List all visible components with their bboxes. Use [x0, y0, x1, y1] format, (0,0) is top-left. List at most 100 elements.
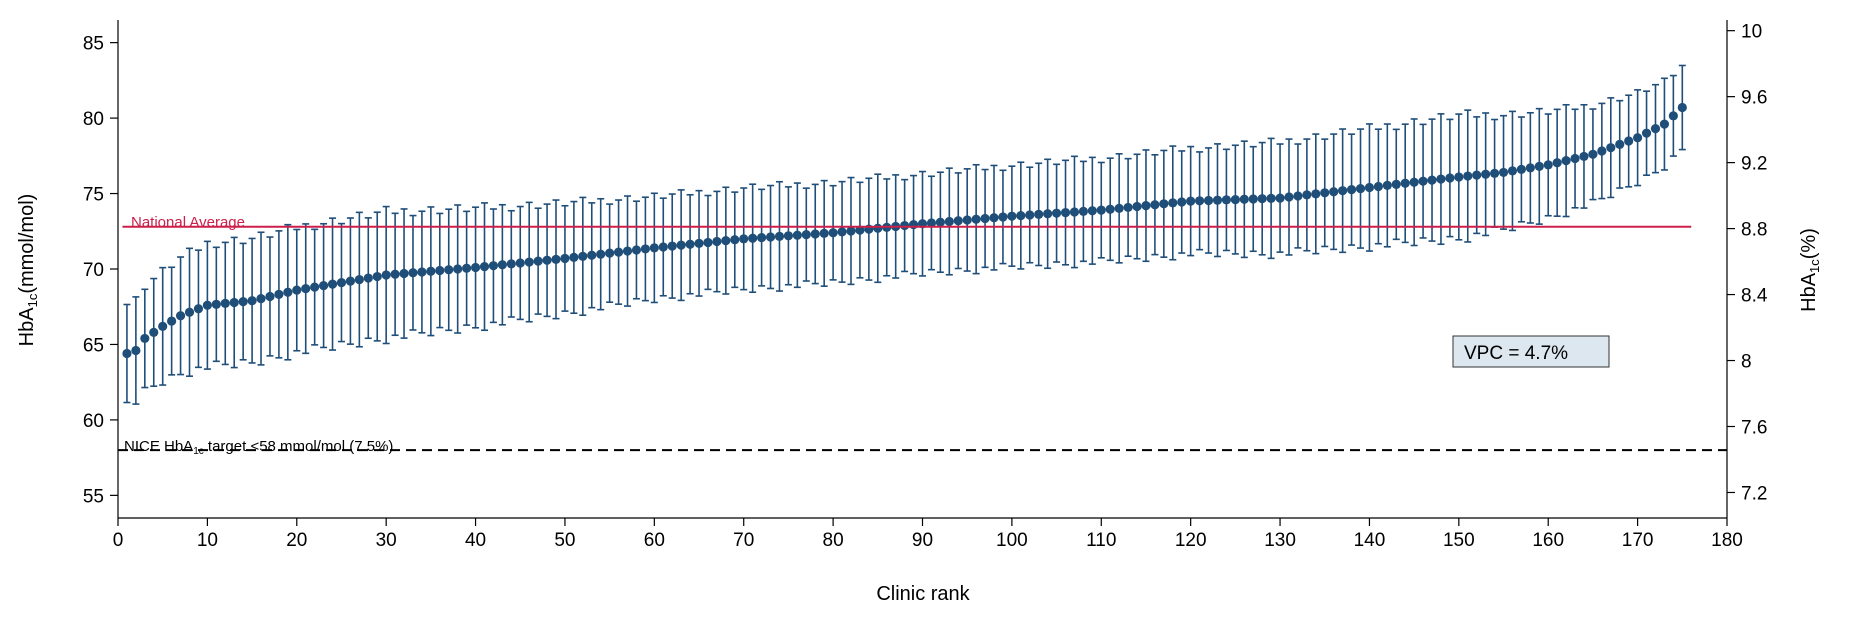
data-point — [783, 231, 794, 241]
data-point — [1159, 199, 1169, 209]
data-point — [757, 233, 767, 243]
data-point — [265, 291, 275, 302]
data-point — [596, 249, 606, 259]
data-point — [1114, 203, 1124, 213]
data-point — [1507, 166, 1518, 176]
data-point — [1060, 207, 1071, 218]
nice-target-subscript: 1c — [193, 446, 204, 457]
data-point — [855, 225, 865, 235]
data-point — [229, 297, 239, 308]
x-tick-label: 130 — [1264, 530, 1296, 551]
data-point — [193, 304, 204, 314]
data-point — [1168, 198, 1178, 208]
data-point — [631, 245, 642, 255]
data-point — [1472, 170, 1482, 180]
data-point — [605, 248, 615, 258]
x-tick-label: 180 — [1711, 530, 1743, 551]
data-point — [667, 241, 677, 251]
y-left-title-main: HbA — [16, 307, 38, 347]
y-right-tick-label: 7.2 — [1741, 483, 1767, 504]
x-tick-label: 100 — [996, 530, 1028, 551]
y-left-tick-label: 55 — [83, 486, 104, 507]
data-point — [739, 234, 749, 244]
data-point — [1445, 173, 1455, 183]
data-point — [1570, 153, 1580, 164]
data-point — [1534, 161, 1544, 171]
data-point — [1436, 174, 1446, 184]
data-point — [435, 265, 445, 276]
national-average-label: National Average — [131, 214, 245, 231]
data-point — [1311, 189, 1321, 199]
data-point — [578, 251, 588, 261]
data-point — [1641, 128, 1652, 138]
data-point — [640, 244, 650, 254]
x-tick-label: 170 — [1622, 530, 1654, 551]
x-tick-label: 80 — [823, 530, 844, 551]
data-point — [158, 321, 168, 331]
data-point — [801, 229, 811, 240]
data-point — [488, 261, 499, 271]
y-left-title-sub: 1c — [25, 293, 40, 307]
x-axis-title: Clinic rank — [876, 583, 970, 605]
data-point — [1650, 124, 1661, 134]
data-point — [774, 231, 785, 242]
data-point — [1043, 209, 1053, 219]
x-tick-label: 50 — [554, 530, 575, 551]
data-point — [1212, 195, 1223, 205]
data-point — [1007, 211, 1017, 221]
data-point — [1633, 133, 1643, 143]
data-point — [792, 230, 802, 240]
data-point — [417, 267, 427, 277]
nice-target-prefix: NICE HbA — [124, 438, 193, 455]
data-point — [1025, 210, 1035, 220]
data-point — [247, 296, 257, 306]
data-point — [1186, 196, 1196, 206]
data-point — [1329, 187, 1339, 197]
data-point — [1203, 195, 1214, 206]
data-point — [989, 213, 999, 223]
data-point — [1141, 201, 1151, 211]
data-point — [408, 268, 418, 278]
y-left-tick-label: 70 — [83, 260, 104, 281]
data-point — [533, 256, 543, 266]
data-point — [1677, 102, 1687, 113]
data-point — [470, 262, 481, 273]
y-right-tick-label: 8.4 — [1741, 286, 1768, 307]
x-tick-label: 120 — [1175, 530, 1207, 551]
data-point — [1302, 190, 1312, 200]
data-point — [1051, 208, 1062, 218]
y-right-title-sub: 1c — [1807, 259, 1822, 273]
data-point — [730, 235, 740, 245]
data-point — [345, 276, 356, 286]
data-point — [1257, 194, 1267, 204]
x-tick-label: 30 — [376, 530, 397, 551]
data-point — [926, 218, 937, 228]
data-point — [1588, 149, 1598, 159]
data-point — [622, 246, 633, 256]
data-point — [1552, 158, 1562, 168]
y-right-title-rest: (%) — [1798, 228, 1820, 259]
x-tick-label: 10 — [197, 530, 218, 551]
data-point — [962, 215, 972, 225]
data-point — [1221, 195, 1232, 205]
data-point — [837, 227, 847, 237]
data-point — [1293, 191, 1303, 201]
data-point — [1105, 204, 1115, 214]
data-point — [462, 263, 472, 273]
data-point — [1266, 193, 1276, 203]
data-point — [1409, 177, 1419, 187]
data-point — [1659, 119, 1670, 129]
data-point — [971, 214, 981, 224]
data-point — [1195, 196, 1205, 206]
data-point — [1177, 197, 1187, 207]
axes-group: 0 10 20 30 40 50 60 70 80 90 100 110 120 130 140 150 160… — [83, 20, 1768, 551]
data-point — [1668, 111, 1678, 121]
data-point — [1481, 169, 1491, 179]
data-point — [649, 243, 659, 253]
y-left-title-rest: (mmol/mol) — [16, 194, 38, 294]
data-point — [336, 277, 347, 288]
data-point — [283, 287, 293, 297]
data-point — [479, 261, 490, 272]
data-point — [1391, 179, 1401, 189]
data-point — [184, 307, 195, 317]
